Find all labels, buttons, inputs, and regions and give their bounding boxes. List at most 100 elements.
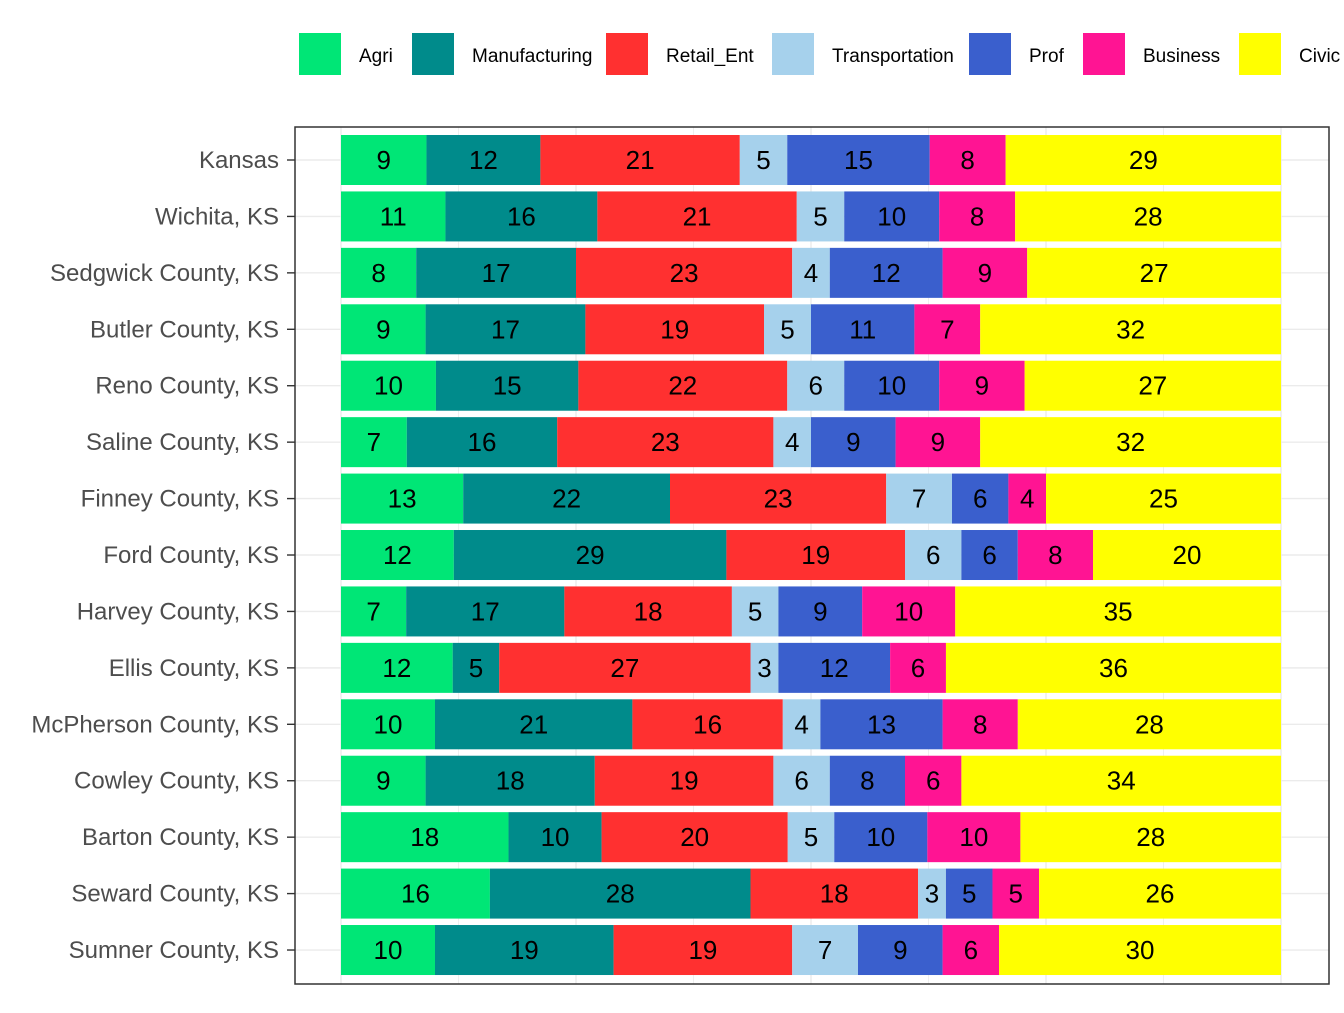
y-axis: Kansas Wichita, KS Sedgwick County, KS Butl… bbox=[31, 147, 295, 964]
data-label-retail-ent-cowley-county-ks: 19 bbox=[670, 766, 699, 796]
bar-segment-retail-ent-ford-county-ks bbox=[726, 530, 905, 581]
bar-segment-retail-ent-finney-county-ks bbox=[670, 473, 887, 524]
bar-segment-manufacturing-seward-county-ks bbox=[489, 868, 751, 919]
data-label-business-harvey-county-ks: 10 bbox=[894, 596, 923, 626]
bar-segment-transportation-saline-county-ks bbox=[773, 417, 811, 468]
data-label-civic-ellis-county-ks: 36 bbox=[1099, 653, 1128, 683]
bar-segment-transportation-harvey-county-ks bbox=[731, 586, 779, 637]
bar-segment-business-kansas bbox=[929, 135, 1006, 185]
data-label-agri-cowley-county-ks: 9 bbox=[376, 766, 390, 796]
bar-segment-agri-finney-county-ks bbox=[341, 473, 464, 524]
bar-segment-prof-mcpherson-county-ks bbox=[820, 699, 943, 750]
data-label-agri-mcpherson-county-ks: 10 bbox=[374, 709, 403, 739]
bar-segment-prof-saline-county-ks bbox=[811, 417, 896, 468]
bar-segment-retail-ent-butler-county-ks bbox=[585, 304, 764, 355]
bar-segment-agri-butler-county-ks bbox=[341, 304, 426, 355]
bar-segment-prof-seward-county-ks bbox=[945, 868, 993, 919]
data-label-civic-wichita-ks: 28 bbox=[1134, 201, 1163, 231]
data-label-civic-reno-county-ks: 27 bbox=[1138, 371, 1167, 401]
y-tick-label-cowley-county-ks: Cowley County, KS bbox=[74, 768, 279, 795]
data-label-retail-ent-ellis-county-ks: 27 bbox=[610, 653, 639, 683]
y-tick-label-barton-county-ks: Barton County, KS bbox=[82, 824, 279, 851]
data-label-civic-mcpherson-county-ks: 28 bbox=[1135, 709, 1164, 739]
bar-segment-manufacturing-reno-county-ks bbox=[435, 360, 579, 411]
data-label-transportation-reno-county-ks: 6 bbox=[809, 371, 823, 401]
data-label-manufacturing-reno-county-ks: 15 bbox=[493, 371, 522, 401]
data-label-agri-saline-county-ks: 7 bbox=[367, 427, 381, 457]
y-tick-label-finney-county-ks: Finney County, KS bbox=[81, 486, 279, 513]
data-label-agri-ford-county-ks: 12 bbox=[383, 540, 412, 570]
data-label-manufacturing-cowley-county-ks: 18 bbox=[496, 766, 525, 796]
bar-segment-business-reno-county-ks bbox=[939, 360, 1025, 411]
legend-label-prof: Prof bbox=[1029, 46, 1065, 67]
data-label-manufacturing-saline-county-ks: 16 bbox=[468, 427, 497, 457]
bar-segment-business-wichita-ks bbox=[939, 191, 1016, 242]
y-tick-label-harvey-county-ks: Harvey County, KS bbox=[77, 598, 279, 625]
bar-segment-agri-wichita-ks bbox=[341, 191, 446, 242]
bar-segment-retail-ent-ellis-county-ks bbox=[499, 642, 751, 693]
bar-segment-prof-ford-county-ks bbox=[961, 530, 1018, 581]
bar-segment-business-sumner-county-ks bbox=[942, 925, 999, 976]
bar-segment-retail-ent-cowley-county-ks bbox=[594, 755, 774, 806]
data-label-transportation-ellis-county-ks: 3 bbox=[757, 653, 771, 683]
bar-segment-civic-sedgwick-county-ks bbox=[1027, 247, 1281, 298]
data-label-manufacturing-harvey-county-ks: 17 bbox=[471, 596, 500, 626]
bar-segment-transportation-seward-county-ks bbox=[918, 868, 946, 919]
data-label-prof-reno-county-ks: 10 bbox=[877, 371, 906, 401]
data-label-agri-sedgwick-county-ks: 8 bbox=[371, 258, 385, 288]
bar-segment-agri-ellis-county-ks bbox=[341, 642, 453, 693]
data-label-retail-ent-sumner-county-ks: 19 bbox=[688, 935, 717, 965]
legend-label-retail-ent: Retail_Ent bbox=[666, 46, 754, 67]
data-label-business-seward-county-ks: 5 bbox=[1009, 879, 1023, 909]
bar-segment-civic-sumner-county-ks bbox=[999, 925, 1281, 976]
data-label-transportation-finney-county-ks: 7 bbox=[912, 484, 926, 514]
data-label-transportation-mcpherson-county-ks: 4 bbox=[794, 709, 808, 739]
bar-segment-manufacturing-finney-county-ks bbox=[463, 473, 670, 524]
bar-segment-agri-sumner-county-ks bbox=[341, 925, 435, 976]
bar-segment-civic-reno-county-ks bbox=[1024, 360, 1281, 411]
bar-segment-transportation-reno-county-ks bbox=[787, 360, 845, 411]
bar-segment-manufacturing-mcpherson-county-ks bbox=[435, 699, 633, 750]
data-label-civic-harvey-county-ks: 35 bbox=[1104, 596, 1133, 626]
data-label-civic-kansas: 29 bbox=[1129, 145, 1158, 175]
bar-segment-manufacturing-ford-county-ks bbox=[453, 530, 727, 581]
bar-segment-manufacturing-barton-county-ks bbox=[508, 812, 602, 863]
bar-segment-transportation-wichita-ks bbox=[796, 191, 845, 242]
data-label-agri-barton-county-ks: 18 bbox=[410, 822, 439, 852]
data-label-retail-ent-kansas: 21 bbox=[626, 145, 655, 175]
data-label-prof-seward-county-ks: 5 bbox=[962, 879, 976, 909]
bar-segment-transportation-barton-county-ks bbox=[787, 812, 835, 863]
bar-segment-business-seward-county-ks bbox=[992, 868, 1040, 919]
data-label-manufacturing-sedgwick-county-ks: 17 bbox=[482, 258, 511, 288]
bar-segment-prof-kansas bbox=[787, 135, 930, 185]
bar-segment-transportation-finney-county-ks bbox=[886, 473, 952, 524]
data-label-agri-butler-county-ks: 9 bbox=[376, 314, 390, 344]
data-label-business-cowley-county-ks: 6 bbox=[926, 766, 940, 796]
bar-segment-transportation-kansas bbox=[739, 135, 788, 185]
data-label-prof-barton-county-ks: 10 bbox=[866, 822, 895, 852]
data-label-prof-mcpherson-county-ks: 13 bbox=[867, 709, 896, 739]
data-label-prof-wichita-ks: 10 bbox=[877, 201, 906, 231]
bar-segment-agri-mcpherson-county-ks bbox=[341, 699, 435, 750]
data-label-agri-harvey-county-ks: 7 bbox=[366, 596, 380, 626]
data-label-retail-ent-harvey-county-ks: 18 bbox=[634, 596, 663, 626]
legend-label-business: Business bbox=[1143, 46, 1220, 67]
bar-segment-prof-sumner-county-ks bbox=[858, 925, 943, 976]
bar-segment-civic-ellis-county-ks bbox=[945, 642, 1281, 693]
bar-segment-civic-ford-county-ks bbox=[1093, 530, 1281, 581]
bar-segment-agri-sedgwick-county-ks bbox=[341, 247, 417, 298]
data-label-manufacturing-mcpherson-county-ks: 21 bbox=[519, 709, 548, 739]
data-label-prof-finney-county-ks: 6 bbox=[973, 484, 987, 514]
data-label-civic-barton-county-ks: 28 bbox=[1136, 822, 1165, 852]
data-label-retail-ent-butler-county-ks: 19 bbox=[660, 314, 689, 344]
bar-segment-agri-seward-county-ks bbox=[341, 868, 490, 919]
y-tick-label-seward-county-ks: Seward County, KS bbox=[71, 881, 279, 908]
bar-segment-civic-saline-county-ks bbox=[980, 417, 1281, 468]
data-label-business-ford-county-ks: 8 bbox=[1048, 540, 1062, 570]
bar-segment-transportation-butler-county-ks bbox=[764, 304, 811, 355]
data-label-business-kansas: 8 bbox=[960, 145, 974, 175]
bar-segment-manufacturing-wichita-ks bbox=[445, 191, 598, 242]
bar-segment-agri-barton-county-ks bbox=[341, 812, 509, 863]
data-label-manufacturing-ellis-county-ks: 5 bbox=[469, 653, 483, 683]
